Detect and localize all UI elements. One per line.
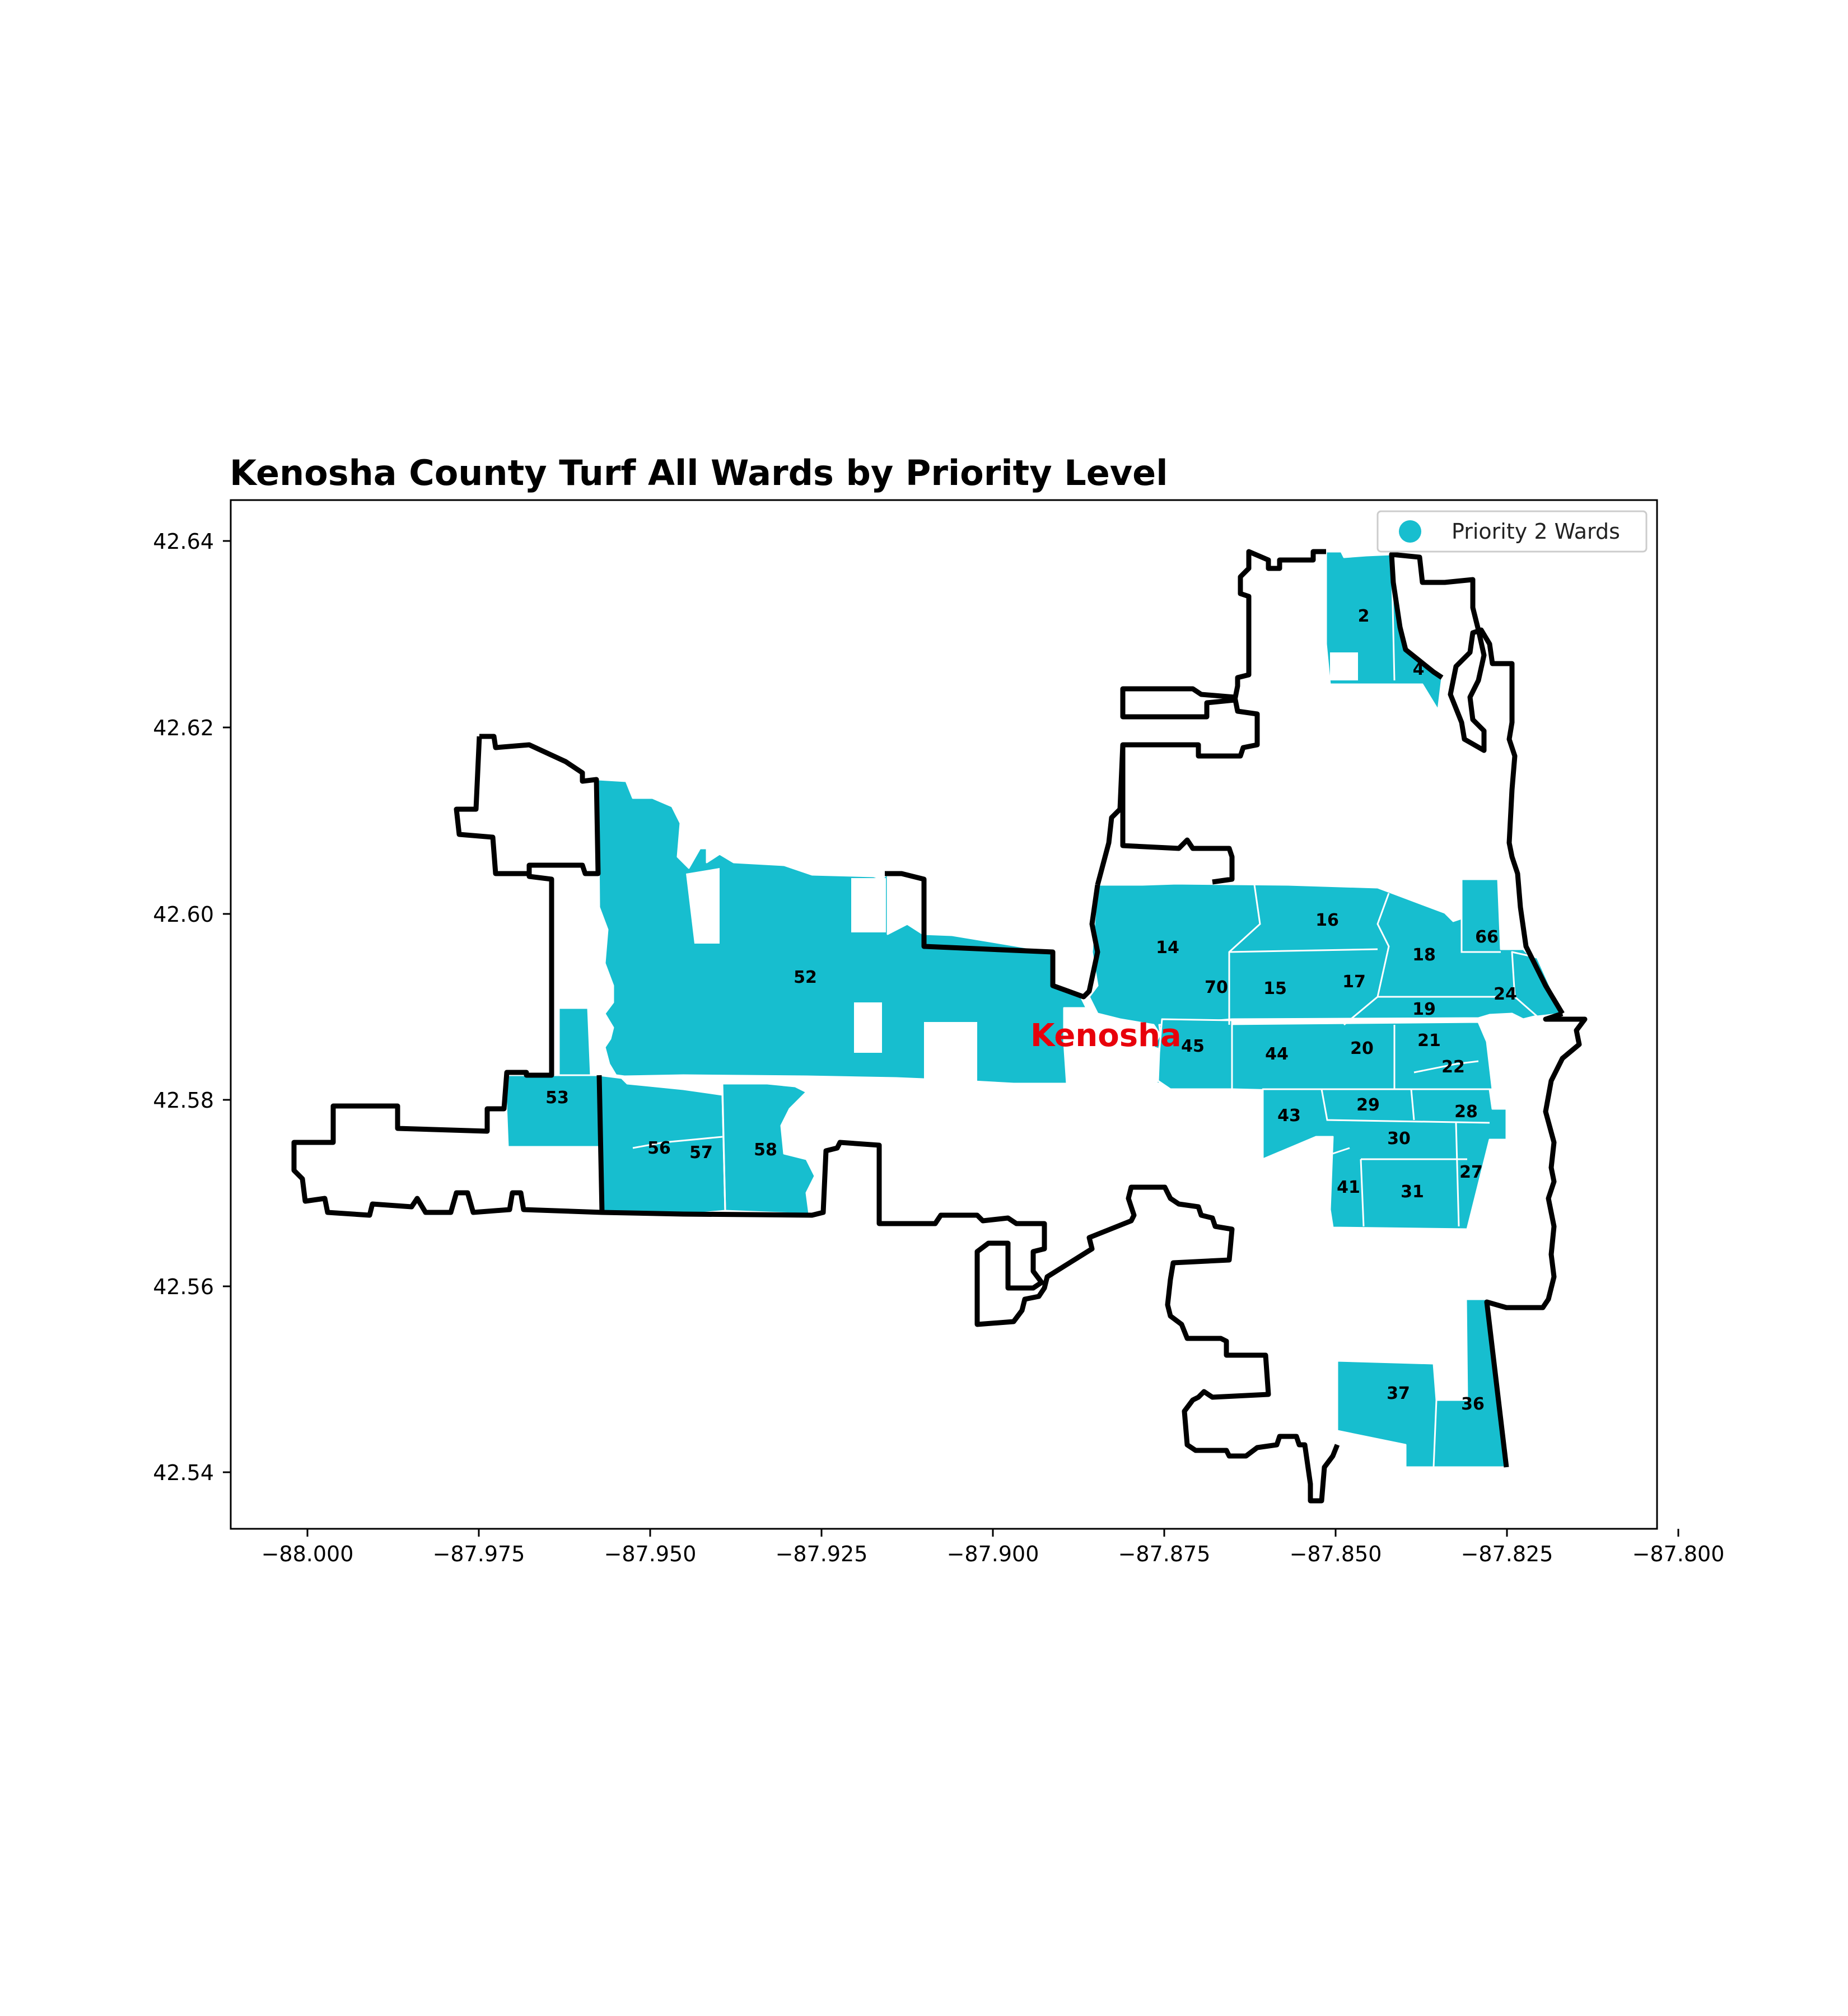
city-label: Kenosha (1030, 1018, 1182, 1054)
ward-label: 66 (1475, 927, 1499, 947)
ward-label: 28 (1454, 1102, 1478, 1122)
x-tick-label: −87.950 (604, 1542, 697, 1566)
boundary-north (1389, 552, 1481, 680)
map-title: Kenosha County Turf All Wards by Priorit… (230, 452, 1168, 493)
ward-label: 56 (647, 1138, 671, 1158)
ward-label: 57 (689, 1143, 713, 1163)
ward-label: 16 (1315, 911, 1339, 930)
ward-2-4-area (1325, 550, 1443, 711)
ward-label: 37 (1387, 1384, 1410, 1403)
ward-37-36-area (1336, 1298, 1508, 1468)
boundary-central-south (601, 1140, 1340, 1504)
ward-label: 14 (1156, 938, 1179, 958)
ward-label: 18 (1412, 945, 1436, 965)
x-tick-label: −87.800 (1632, 1542, 1725, 1566)
ward-label: 21 (1417, 1031, 1441, 1051)
ward-label: 30 (1387, 1129, 1411, 1149)
x-tick-label: −87.850 (1290, 1542, 1382, 1566)
ward-label: 17 (1342, 972, 1366, 992)
x-tick-label: −87.925 (776, 1542, 868, 1566)
y-tick-labels: 42.64 42.62 42.60 42.58 42.56 42.54 (153, 529, 214, 1485)
ward-45-area (1157, 1018, 1233, 1090)
y-tick-label: 42.62 (153, 716, 214, 740)
ward-label: 52 (794, 968, 817, 987)
ward-label: 15 (1263, 979, 1287, 998)
ward-label: 20 (1350, 1039, 1374, 1058)
x-tick-label: −87.975 (433, 1542, 525, 1566)
municipal-boundary (291, 549, 1588, 1504)
ward-label: 4 (1413, 660, 1425, 679)
legend: Priority 2 Wards (1376, 510, 1648, 553)
x-tick-label: −88.000 (262, 1542, 354, 1566)
x-tick-label: −87.825 (1461, 1542, 1553, 1566)
y-tick-label: 42.58 (153, 1088, 214, 1113)
ward-label: 36 (1461, 1394, 1485, 1414)
legend-box (1376, 510, 1648, 553)
y-tick-label: 42.54 (153, 1460, 214, 1485)
ward-label: 29 (1356, 1095, 1380, 1115)
ward-divisions (632, 555, 1501, 1468)
x-tick-labels: −88.000 −87.975 −87.950 −87.925 −87.900 … (262, 1542, 1725, 1566)
ward-label: 70 (1205, 978, 1228, 997)
x-tick-label: −87.900 (947, 1542, 1039, 1566)
ward-label: 31 (1401, 1182, 1424, 1202)
ward-52-area (597, 778, 1088, 1085)
boundary-west-south (291, 734, 605, 1218)
ward-label: 19 (1412, 1000, 1436, 1019)
ward-53-strip (558, 1007, 592, 1076)
y-tick-label: 42.60 (153, 902, 214, 927)
boundary-northwest (454, 736, 529, 876)
boundary-east-coast (1448, 627, 1565, 1015)
ward-label: 27 (1459, 1163, 1483, 1182)
ward-label: 43 (1277, 1106, 1301, 1126)
x-tick-label: −87.875 (1118, 1542, 1211, 1566)
ward-label: 58 (754, 1140, 777, 1160)
boundary-central-north (885, 871, 1100, 1000)
ward-labels: 2 4 52 14 16 18 66 70 15 17 19 24 45 44 … (545, 606, 1517, 1414)
y-tick-label: 42.64 (153, 529, 214, 554)
ward-holes (686, 652, 1358, 1081)
x-axis (306, 1529, 1679, 1537)
priority-2-wards (504, 550, 1564, 1468)
ward-label: 41 (1337, 1178, 1360, 1197)
axes-frame (230, 499, 1658, 1530)
legend-marker (1399, 520, 1421, 543)
y-tick-label: 42.56 (153, 1275, 214, 1299)
y-axis (223, 540, 231, 1473)
ward-53-area (504, 1074, 600, 1148)
ward-label: 2 (1358, 606, 1370, 626)
ward-label: 53 (545, 1088, 569, 1108)
legend-label: Priority 2 Wards (1452, 519, 1620, 544)
ward-label: 22 (1441, 1057, 1465, 1077)
ward-label: 24 (1494, 984, 1517, 1004)
ward-label: 44 (1265, 1044, 1289, 1064)
boundary-north-inner (1120, 549, 1326, 885)
boundary-southeast-coast (1484, 1011, 1588, 1468)
ward-label: 45 (1181, 1037, 1205, 1056)
boundary-central-inner (1095, 744, 1126, 886)
